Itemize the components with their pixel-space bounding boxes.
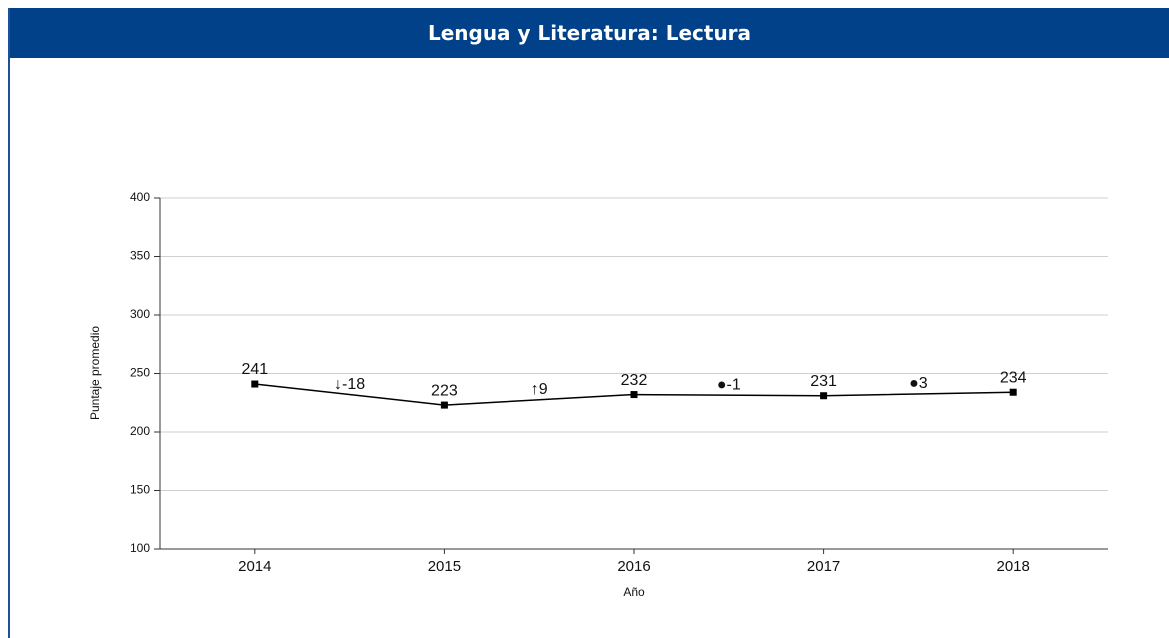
x-tick-label: 2016 [617, 558, 650, 575]
x-axis-label: Año [623, 585, 645, 599]
x-tick-label: 2017 [807, 558, 840, 575]
data-label: 234 [1000, 369, 1027, 386]
data-label: 223 [431, 382, 458, 399]
x-tick-label: 2018 [997, 558, 1030, 575]
y-tick-label: 400 [130, 190, 150, 204]
x-tick-label: 2014 [238, 558, 271, 575]
panel: Lengua y Literatura: Lectura [8, 8, 1169, 638]
annotation: ↓-18 [334, 376, 365, 393]
y-tick-label: 250 [130, 366, 150, 380]
y-tick-label: 200 [130, 424, 150, 438]
marker [1009, 388, 1017, 396]
annotation: ●-1 [717, 376, 741, 393]
data-label: 241 [241, 361, 268, 378]
y-tick-label: 300 [130, 307, 150, 321]
data-label: 231 [810, 373, 837, 390]
y-tick-label: 150 [130, 483, 150, 497]
marker [251, 380, 259, 388]
marker [630, 391, 638, 399]
marker [820, 392, 828, 400]
chart-title: Lengua y Literatura: Lectura [10, 8, 1169, 58]
data-label: 232 [621, 372, 648, 389]
y-tick-label: 100 [130, 541, 150, 555]
annotation: ●3 [909, 375, 928, 392]
x-tick-label: 2015 [428, 558, 461, 575]
y-axis-label: Puntaje promedio [88, 326, 102, 420]
marker [440, 401, 448, 409]
y-tick-label: 350 [130, 249, 150, 263]
annotation: ↑9 [531, 381, 548, 398]
